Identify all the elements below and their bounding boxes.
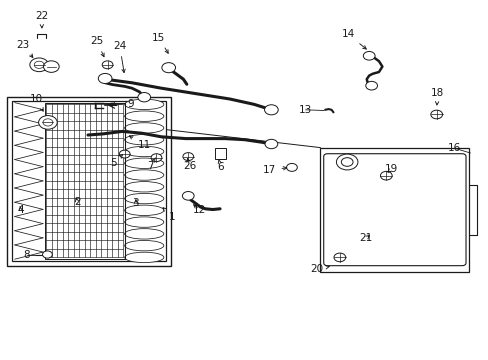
- Ellipse shape: [124, 99, 163, 109]
- Ellipse shape: [124, 135, 163, 145]
- Ellipse shape: [124, 181, 163, 192]
- FancyBboxPatch shape: [323, 154, 465, 266]
- Ellipse shape: [124, 193, 163, 204]
- Circle shape: [363, 51, 374, 60]
- Text: 11: 11: [129, 136, 151, 150]
- Text: 1: 1: [163, 208, 175, 222]
- Text: 2: 2: [74, 197, 81, 207]
- Bar: [44, 103, 124, 259]
- Circle shape: [138, 93, 150, 102]
- Text: 21: 21: [358, 233, 372, 243]
- Circle shape: [43, 119, 53, 126]
- Circle shape: [183, 153, 193, 161]
- Text: 9: 9: [109, 99, 134, 109]
- Circle shape: [162, 63, 175, 73]
- Circle shape: [264, 139, 277, 149]
- Text: 7: 7: [147, 158, 155, 171]
- Text: 16: 16: [447, 143, 461, 153]
- Text: 13: 13: [298, 105, 312, 115]
- Circle shape: [336, 154, 357, 170]
- Ellipse shape: [124, 158, 163, 168]
- Text: 5: 5: [110, 155, 122, 168]
- Ellipse shape: [124, 217, 163, 227]
- Text: 25: 25: [90, 36, 104, 57]
- Bar: [7, 97, 171, 266]
- Circle shape: [430, 110, 442, 119]
- Text: 6: 6: [217, 159, 224, 172]
- Ellipse shape: [124, 111, 163, 121]
- Text: 24: 24: [113, 41, 126, 73]
- Circle shape: [182, 192, 194, 200]
- Ellipse shape: [124, 229, 163, 239]
- Ellipse shape: [124, 146, 163, 157]
- Circle shape: [286, 163, 297, 171]
- Circle shape: [119, 150, 130, 158]
- Text: 26: 26: [183, 158, 196, 171]
- Circle shape: [98, 73, 112, 84]
- Circle shape: [341, 158, 352, 166]
- Text: 3: 3: [132, 198, 139, 208]
- Circle shape: [30, 58, 48, 72]
- Circle shape: [102, 61, 113, 69]
- Bar: [320, 148, 468, 272]
- Circle shape: [39, 116, 57, 129]
- Text: 23: 23: [16, 40, 33, 58]
- Circle shape: [333, 253, 345, 262]
- Text: 22: 22: [35, 11, 48, 28]
- Text: 4: 4: [17, 204, 24, 215]
- Text: 8: 8: [23, 250, 30, 260]
- Text: 19: 19: [384, 164, 397, 174]
- Circle shape: [42, 251, 52, 258]
- Ellipse shape: [124, 252, 163, 262]
- Bar: [215, 148, 225, 159]
- Circle shape: [43, 61, 59, 72]
- Text: 14: 14: [341, 29, 366, 49]
- Circle shape: [380, 171, 391, 180]
- Text: 18: 18: [430, 88, 444, 105]
- Ellipse shape: [124, 170, 163, 180]
- Ellipse shape: [124, 240, 163, 251]
- Text: 20: 20: [310, 264, 328, 274]
- Text: 15: 15: [152, 33, 168, 53]
- Circle shape: [365, 81, 377, 90]
- Text: 17: 17: [263, 165, 286, 175]
- Bar: [12, 101, 166, 261]
- Circle shape: [34, 61, 44, 68]
- Text: 12: 12: [192, 204, 206, 215]
- Text: 10: 10: [30, 94, 43, 111]
- Ellipse shape: [124, 205, 163, 216]
- Circle shape: [264, 105, 278, 115]
- Circle shape: [151, 154, 162, 162]
- Ellipse shape: [124, 123, 163, 133]
